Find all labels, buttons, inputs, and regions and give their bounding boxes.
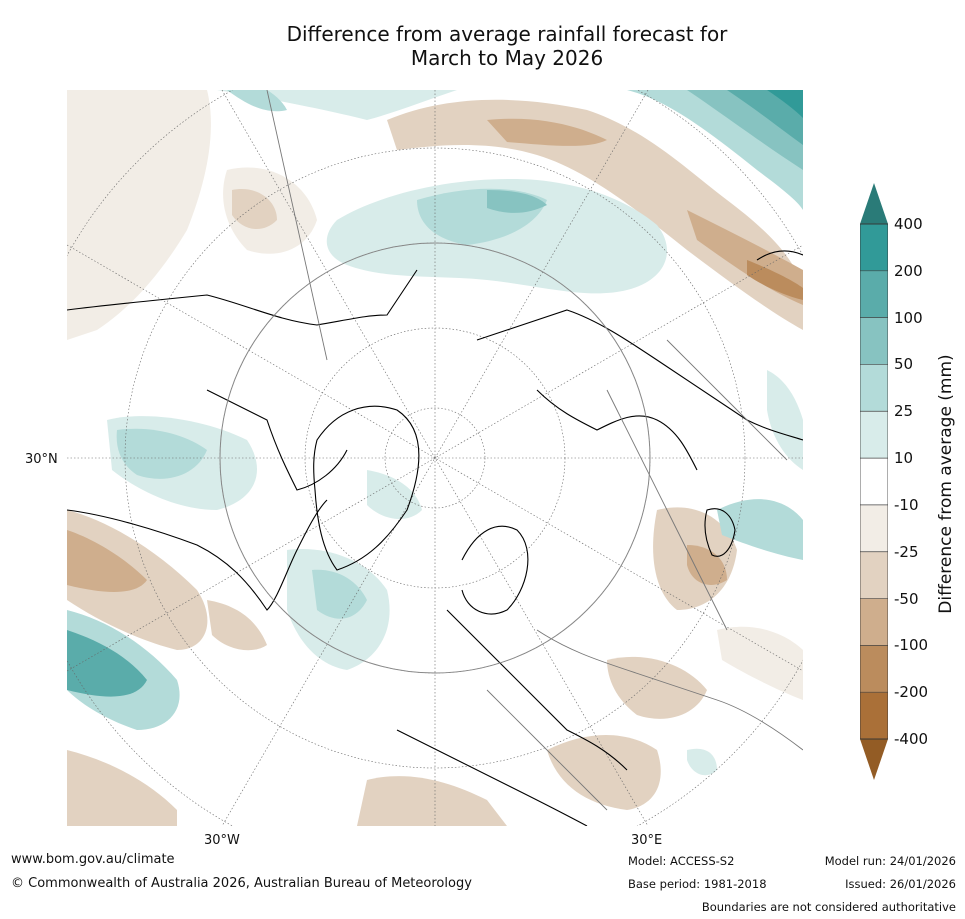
anomaly-region	[387, 99, 803, 330]
anomaly-region	[67, 750, 177, 826]
anomaly-region	[687, 748, 717, 776]
colorbar-label: -50	[894, 589, 919, 608]
anomaly-region	[357, 776, 507, 826]
colorbar-label: 200	[894, 261, 923, 280]
colorbar-label: -200	[894, 683, 929, 702]
borders	[266, 90, 803, 811]
colorbar-segment	[860, 458, 888, 506]
colorbar-segment	[860, 645, 888, 693]
colorbar-label: 10	[894, 449, 914, 468]
chart-title: Difference from average rainfall forecas…	[200, 22, 814, 70]
title-line-1: Difference from average rainfall forecas…	[286, 22, 728, 46]
colorbar-extend-top	[860, 183, 888, 224]
anomaly-region	[717, 499, 803, 560]
colorbar	[860, 183, 888, 780]
model-run-text: Model run: 24/01/2026	[824, 854, 956, 868]
colorbar-segment	[860, 692, 888, 740]
colorbar-segment	[860, 411, 888, 459]
anomaly-region	[312, 569, 367, 619]
anomaly-region	[747, 260, 803, 300]
lon-label-30e: 30°E	[631, 833, 663, 848]
anomaly-region	[607, 656, 707, 719]
map-canvas	[67, 90, 803, 826]
colorbar-title: Difference from average (mm)	[936, 354, 956, 614]
anomaly-region	[67, 90, 211, 340]
colorbar-segment	[860, 270, 888, 319]
anomaly-region	[67, 530, 147, 592]
colorbar-segment	[860, 504, 888, 553]
anomaly-region	[207, 600, 267, 651]
anomaly-region	[547, 735, 661, 810]
colorbar-label: 50	[894, 355, 914, 374]
anomaly-region	[487, 118, 607, 146]
colorbar-label: 25	[894, 402, 914, 421]
base-period-text: Base period: 1981-2018	[628, 877, 767, 891]
colorbar-label: -25	[894, 542, 919, 561]
anomaly-region	[717, 626, 803, 700]
anomaly-region	[67, 630, 147, 697]
colorbar-extend-bottom	[860, 739, 888, 780]
website-link[interactable]: www.bom.gov.au/climate	[11, 852, 175, 867]
colorbar-segment	[860, 598, 888, 646]
colorbar-label: -400	[894, 730, 929, 748]
anomaly-region	[767, 90, 803, 118]
colorbar-segment	[860, 364, 888, 412]
title-line-2: March to May 2026	[410, 46, 604, 70]
issued-text: Issued: 26/01/2026	[845, 877, 956, 891]
colorbar-segment	[860, 317, 888, 365]
lat-label-30n: 30°N	[25, 452, 58, 467]
colorbar-label: -100	[894, 636, 929, 655]
colorbar-label: 400	[894, 215, 923, 233]
anomaly-region	[227, 90, 287, 112]
rainfall-anomaly-map	[67, 90, 803, 826]
colorbar-frame	[860, 223, 888, 740]
anomaly-region	[487, 190, 547, 213]
colorbar-label: -10	[894, 495, 919, 514]
colorbar-segment	[860, 551, 888, 600]
disclaimer-text: Boundaries are not considered authoritat…	[701, 900, 956, 914]
anomaly-region	[727, 90, 803, 145]
colorbar-segment	[860, 224, 888, 272]
anomaly-region	[232, 189, 277, 230]
coastlines	[67, 250, 803, 826]
anomaly-region	[767, 370, 803, 470]
copyright-text: © Commonwealth of Australia 2026, Austra…	[11, 876, 472, 891]
anomaly-region	[687, 545, 727, 585]
lon-label-30w: 30°W	[204, 833, 240, 848]
model-text: Model: ACCESS-S2	[628, 854, 735, 868]
colorbar-label: 100	[894, 308, 923, 327]
anomaly-region	[116, 428, 207, 479]
